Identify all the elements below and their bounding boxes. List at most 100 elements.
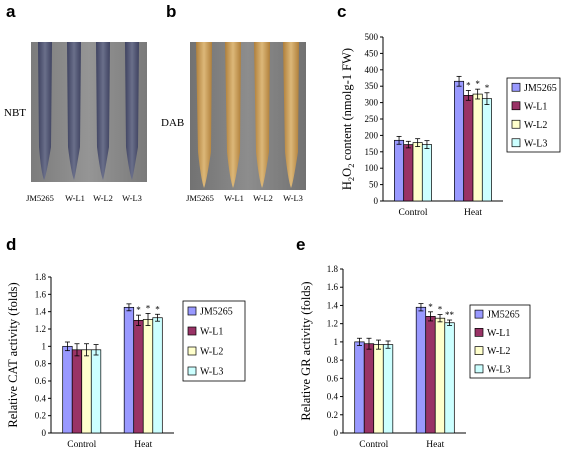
- y-tick-label: 400: [365, 65, 379, 75]
- legend-label: W-L3: [487, 364, 510, 375]
- panel-letter-b: b: [166, 2, 177, 21]
- y-tick-label: 0.4: [35, 393, 47, 403]
- y-tick-label: 1.8: [35, 272, 47, 282]
- y-axis-label: Relative GR activity (folds): [299, 281, 313, 420]
- y-tick-label: 100: [365, 163, 379, 173]
- y-axis-label: Relative CAT activity (folds): [6, 282, 20, 427]
- y-tick-label: 0.6: [327, 373, 339, 383]
- legend-label: JM5265: [524, 83, 557, 94]
- y-tick-label: 0.2: [327, 410, 338, 420]
- nbt-root-wl3: [125, 42, 139, 180]
- dab-lane-label: W-L2: [253, 193, 273, 203]
- dab-stain-label: DAB: [161, 117, 185, 129]
- nbt-lane-label: W-L1: [65, 193, 85, 203]
- panel-letter-c: c: [337, 2, 347, 21]
- nbt-root-wl2: [96, 42, 110, 180]
- bar: [444, 322, 455, 434]
- y-tick-label: 1.4: [327, 300, 339, 310]
- panel-letter-e: e: [296, 235, 306, 254]
- significance-marker: **: [445, 310, 455, 320]
- legend-swatch: [511, 82, 521, 92]
- nbt-root-image: [31, 42, 147, 182]
- y-tick-label: 0.8: [327, 355, 339, 365]
- legend-label: W-L2: [200, 347, 223, 358]
- legend-label: W-L3: [200, 367, 223, 378]
- dab-lane-label: W-L1: [224, 193, 244, 203]
- legend-label: W-L3: [524, 138, 547, 149]
- bar: [415, 306, 427, 434]
- nbt-stain-label: NBT: [4, 107, 26, 119]
- y-tick-label: 250: [365, 114, 379, 124]
- nbt-root-photo: [31, 42, 147, 182]
- legend-swatch: [474, 328, 484, 337]
- legend-label: W-L2: [524, 120, 547, 131]
- legend-swatch: [187, 326, 197, 336]
- y-tick-label: 0.2: [35, 411, 46, 421]
- dab-root-image: [190, 42, 306, 190]
- panel-letter-a: a: [6, 2, 16, 21]
- significance-marker: *: [485, 83, 490, 93]
- y-tick-label: 0.6: [35, 376, 47, 386]
- nbt-lane-label: W-L2: [93, 193, 113, 203]
- x-category-label: Control: [67, 440, 96, 450]
- dab-root-wl1: [225, 42, 241, 188]
- significance-marker: *: [155, 304, 160, 314]
- significance-marker: *: [438, 305, 443, 315]
- significance-marker: *: [466, 80, 471, 90]
- y-tick-label: 450: [365, 48, 379, 58]
- y-tick-label: 1: [334, 337, 339, 347]
- significance-marker: *: [475, 79, 480, 89]
- y-tick-label: 1.6: [327, 282, 339, 292]
- bar: [373, 344, 384, 434]
- nbt-lane-label: W-L3: [122, 193, 142, 203]
- legend-swatch: [511, 138, 521, 148]
- legend-label: W-L2: [487, 346, 510, 357]
- y-tick-label: 1.2: [327, 319, 338, 329]
- legend-swatch: [474, 309, 484, 319]
- dab-root-wl2: [254, 42, 270, 188]
- y-tick-label: 1.4: [35, 307, 47, 317]
- y-tick-label: 300: [365, 98, 379, 108]
- dab-root-wl3: [283, 42, 299, 188]
- y-tick-label: 1.8: [327, 264, 339, 274]
- significance-marker: *: [146, 303, 151, 313]
- y-tick-label: 50: [369, 180, 379, 190]
- y-tick-label: 1: [42, 341, 47, 351]
- legend-label: W-L1: [200, 327, 223, 338]
- y-tick-label: 0.8: [35, 359, 47, 369]
- y-tick-label: 0: [374, 196, 379, 206]
- y-tick-label: 0.4: [327, 392, 339, 402]
- y-tick-label: 200: [365, 130, 379, 140]
- x-category-label: Heat: [426, 440, 444, 450]
- bar: [382, 344, 394, 434]
- legend-swatch: [474, 364, 484, 374]
- x-category-label: Heat: [464, 208, 482, 218]
- y-tick-label: 0: [334, 428, 339, 438]
- x-category-label: Control: [398, 208, 427, 218]
- legend-swatch: [511, 101, 521, 111]
- legend-label: JM5265: [487, 310, 520, 321]
- legend-swatch: [511, 119, 521, 129]
- significance-marker: *: [428, 302, 433, 312]
- nbt-root-jm5265: [38, 42, 52, 180]
- dab-root-photo: [190, 42, 306, 190]
- significance-marker: *: [136, 305, 141, 315]
- legend-swatch: [187, 346, 197, 356]
- y-tick-label: 350: [365, 81, 379, 91]
- y-tick-label: 500: [365, 32, 379, 42]
- panel-letter-d: d: [6, 235, 17, 254]
- legend-swatch: [187, 366, 197, 376]
- dab-lane-label: JM5265: [186, 193, 214, 203]
- x-category-label: Control: [359, 440, 388, 450]
- y-tick-label: 1.2: [35, 324, 46, 334]
- nbt-root-wl1: [67, 42, 81, 180]
- dab-lane-label: W-L3: [283, 193, 303, 203]
- legend-swatch: [187, 306, 197, 316]
- dab-root-jm5265: [196, 42, 212, 188]
- legend-label: JM5265: [200, 307, 233, 318]
- legend-label: W-L1: [524, 101, 547, 112]
- y-tick-label: 150: [365, 147, 379, 157]
- y-tick-label: 1.6: [35, 289, 47, 299]
